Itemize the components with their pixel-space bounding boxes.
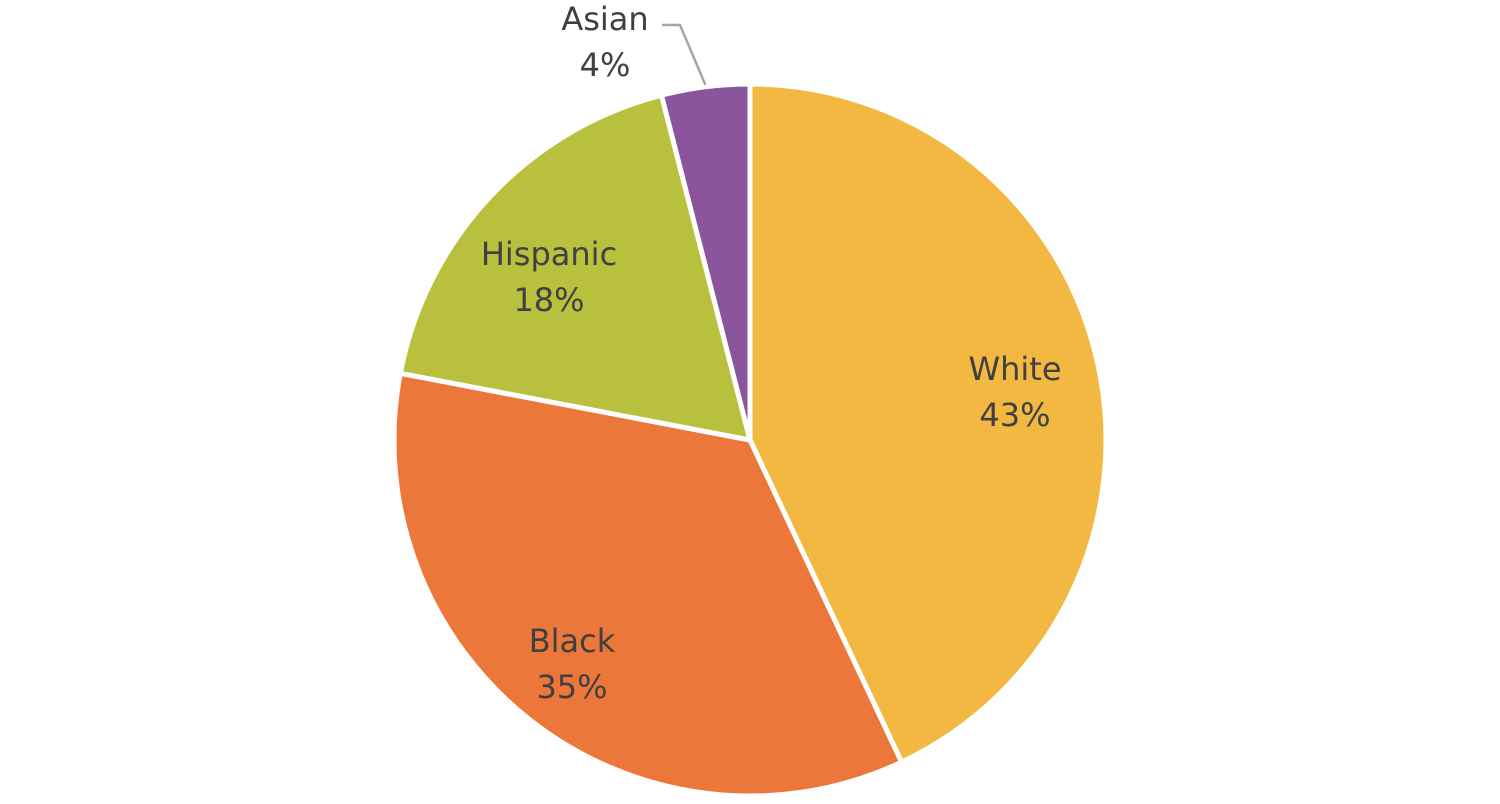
pie-slices (391, 81, 1109, 799)
slice-label-hispanic: Hispanic 18% (481, 235, 617, 319)
slice-value-asian: 4% (580, 46, 631, 84)
leader-line-asian (662, 23, 707, 86)
slice-label-asian: Asian 4% (561, 0, 648, 84)
pie-slice-asian (658, 81, 753, 443)
slice-value-white: 43% (979, 396, 1050, 434)
pie-slice-white (747, 81, 1109, 765)
leader-lines (662, 23, 707, 86)
slice-category-white: White (968, 350, 1061, 388)
slice-category-black: Black (529, 622, 616, 660)
slice-labels: White 43% Black 35% Hispanic 18% Asian 4% (481, 0, 1062, 706)
slice-value-hispanic: 18% (513, 281, 584, 319)
slice-category-asian: Asian (561, 0, 648, 38)
slice-value-black: 35% (536, 668, 607, 706)
pie-slice-black (391, 370, 905, 799)
slice-label-black: Black 35% (529, 622, 616, 706)
slice-label-white: White 43% (968, 350, 1061, 434)
slice-category-hispanic: Hispanic (481, 235, 617, 273)
pie-slice-hispanic (397, 92, 753, 443)
